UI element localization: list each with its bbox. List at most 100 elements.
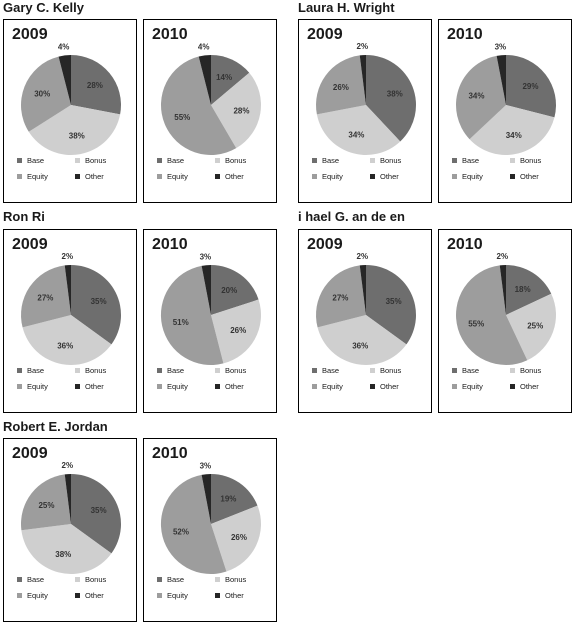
pie-slice-equity xyxy=(316,55,366,115)
legend-label: Other xyxy=(85,591,104,600)
pie-chart: 20% 26% 51% 3% xyxy=(160,252,261,366)
pie-slice-bonus xyxy=(22,315,112,365)
pie-slice-base xyxy=(506,55,556,118)
executive-name: Robert E. Jordan xyxy=(3,419,108,434)
legend-swatch xyxy=(452,367,457,373)
slice-value-label: 3% xyxy=(495,42,507,51)
chart-year-title: 2010 xyxy=(152,445,188,462)
pie-slice-other xyxy=(198,55,211,105)
legend-label: Base xyxy=(27,575,45,584)
pie-slice-other xyxy=(359,54,366,105)
legend-item-bonus: Bonus xyxy=(510,156,541,165)
legend-swatch xyxy=(17,592,22,598)
pie-chart-panel: 2009 35% 36% 27% 2% Base Bonus Equity Other xyxy=(298,229,432,413)
legend-item-base: Base xyxy=(312,366,339,375)
legend-item-other: Other xyxy=(75,591,104,600)
legend-label: Base xyxy=(322,156,340,165)
legend-swatch xyxy=(370,173,375,179)
legend-swatch xyxy=(370,383,375,389)
slice-value-label: 38% xyxy=(69,132,85,141)
legend-label: Base xyxy=(322,366,340,375)
slice-value-label: 14% xyxy=(216,73,232,82)
pie-chart: 19% 26% 52% 3% xyxy=(160,461,262,575)
legend-label: Other xyxy=(380,172,399,181)
legend-label: Equity xyxy=(27,382,48,391)
legend-swatch xyxy=(312,157,317,163)
legend-item-other: Other xyxy=(215,172,244,181)
pie-slice-equity xyxy=(455,55,506,140)
legend-swatch xyxy=(17,157,22,163)
executive-name: i hael G. an de en xyxy=(298,209,405,224)
pie-slice-bonus xyxy=(211,505,262,572)
slice-value-label: 55% xyxy=(174,113,190,122)
slice-value-label: 36% xyxy=(352,342,368,351)
slice-value-label: 38% xyxy=(387,90,403,99)
slice-value-label: 55% xyxy=(468,320,484,329)
slice-value-label: 2% xyxy=(497,252,509,261)
legend-swatch xyxy=(157,173,162,179)
legend-swatch xyxy=(215,383,220,389)
pie-slice-bonus xyxy=(506,293,556,361)
legend-item-other: Other xyxy=(370,172,399,181)
legend-label: Equity xyxy=(27,172,48,181)
slice-value-label: 38% xyxy=(55,550,71,559)
pie-slice-base xyxy=(71,265,121,345)
legend-label: Other xyxy=(225,591,244,600)
legend-swatch xyxy=(17,173,22,179)
slice-value-label: 34% xyxy=(468,91,484,100)
pie-slice-other xyxy=(64,474,71,524)
pie-slice-base xyxy=(71,474,121,554)
legend-item-base: Base xyxy=(157,575,184,584)
legend-label: Equity xyxy=(167,591,188,600)
pie-chart-panel: 2009 38% 34% 26% 2% Base Bonus Equity Other xyxy=(298,19,432,203)
legend-item-bonus: Bonus xyxy=(75,575,106,584)
legend-item-bonus: Bonus xyxy=(370,156,401,165)
legend-label: Base xyxy=(27,366,45,375)
slice-value-label: 26% xyxy=(231,533,247,542)
pie-slice-base xyxy=(211,474,258,524)
legend-swatch xyxy=(312,383,317,389)
slice-value-label: 35% xyxy=(386,297,402,306)
legend-item-bonus: Bonus xyxy=(75,366,106,375)
legend-swatch xyxy=(452,173,457,179)
pie-chart: 35% 36% 27% 2% xyxy=(20,252,121,365)
legend-swatch xyxy=(312,173,317,179)
legend-label: Equity xyxy=(27,591,48,600)
legend-swatch xyxy=(370,367,375,373)
legend-item-equity: Equity xyxy=(17,382,48,391)
slice-value-label: 4% xyxy=(58,43,70,52)
slice-value-label: 4% xyxy=(198,43,210,52)
legend-label: Other xyxy=(85,172,104,181)
pie-slice-bonus xyxy=(317,315,407,365)
pie-chart-panel: 2009 28% 38% 30% 4% Base Bonus Equity Other xyxy=(3,19,137,203)
pie-slice-other xyxy=(201,474,211,524)
legend-label: Other xyxy=(380,382,399,391)
pie-slice-bonus xyxy=(469,105,555,156)
legend-swatch xyxy=(215,576,220,582)
legend-label: Bonus xyxy=(225,575,247,584)
pie-slice-other xyxy=(359,265,366,315)
legend-swatch xyxy=(510,383,515,389)
legend-label: Other xyxy=(520,172,539,181)
slice-value-label: 2% xyxy=(62,461,74,470)
pie-slice-other xyxy=(64,265,71,315)
pie-slice-base xyxy=(211,265,259,315)
legend-swatch xyxy=(452,383,457,389)
pie-chart: 29% 34% 34% 3% xyxy=(455,42,556,156)
legend-label: Other xyxy=(225,382,244,391)
legend-label: Equity xyxy=(167,172,188,181)
legend-item-bonus: Bonus xyxy=(215,156,246,165)
pie-chart-panel: 2010 19% 26% 52% 3% Base Bonus Equity Other xyxy=(143,438,277,622)
legend-label: Equity xyxy=(322,382,343,391)
pie-chart-panel: 2010 14% 28% 55% 4% Base Bonus Equity Other xyxy=(143,19,277,203)
slice-value-label: 35% xyxy=(91,297,107,306)
legend-swatch xyxy=(75,173,80,179)
legend-label: Equity xyxy=(167,382,188,391)
legend-swatch xyxy=(75,592,80,598)
executive-name: Ron Ri xyxy=(3,209,45,224)
chart-year-title: 2009 xyxy=(307,236,343,253)
pie-slice-equity xyxy=(315,265,366,328)
chart-year-title: 2009 xyxy=(12,26,48,43)
legend-swatch xyxy=(452,157,457,163)
pie-slice-base xyxy=(71,55,121,115)
